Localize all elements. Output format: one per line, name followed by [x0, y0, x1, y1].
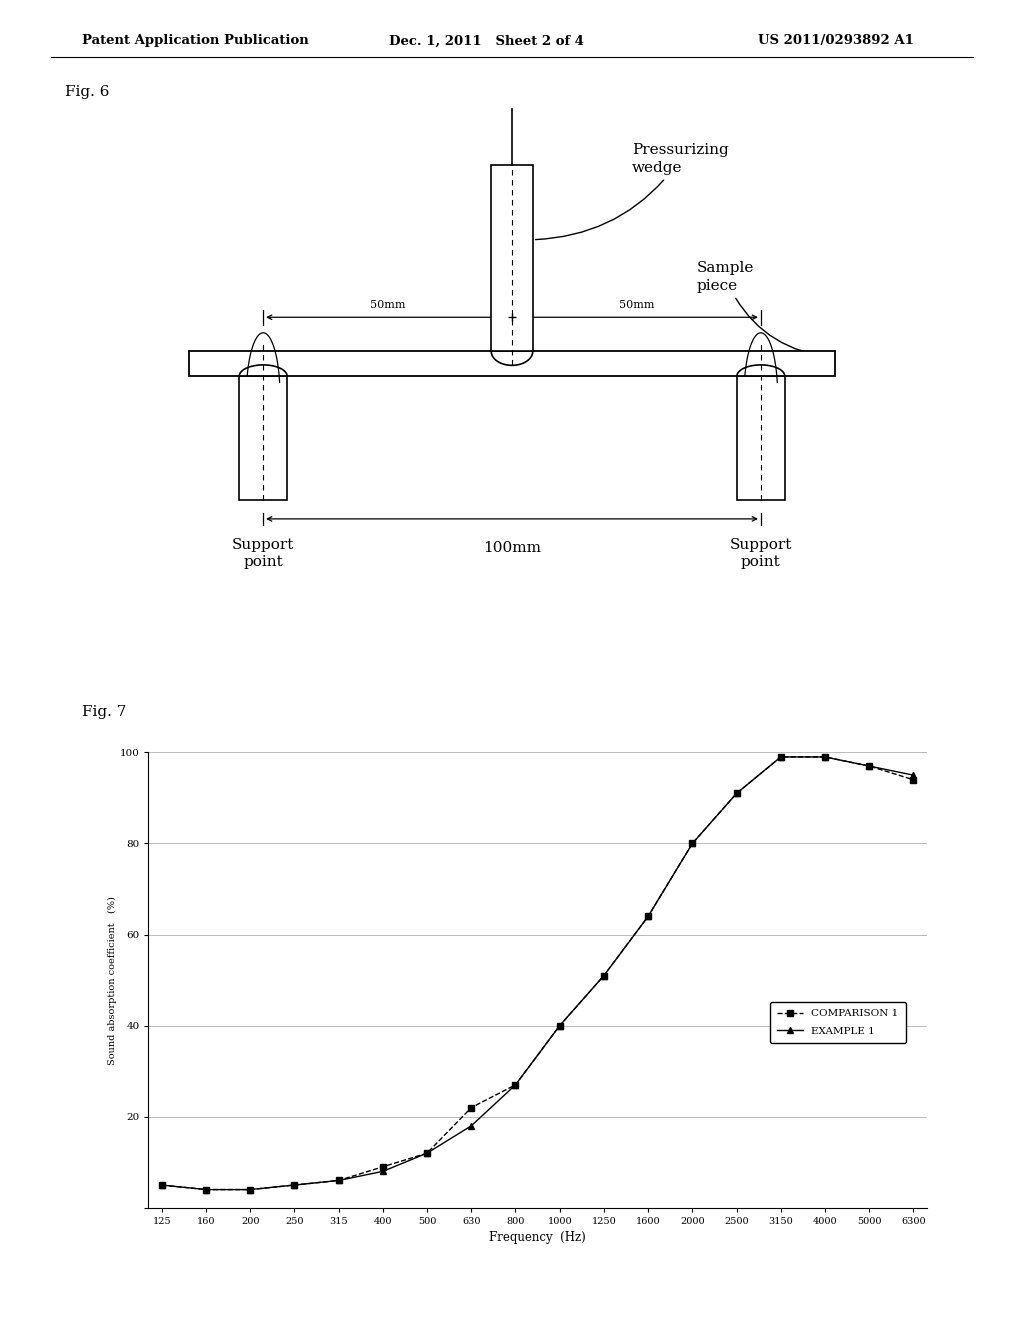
Text: Dec. 1, 2011   Sheet 2 of 4: Dec. 1, 2011 Sheet 2 of 4 — [389, 34, 584, 48]
Legend: COMPARISON 1, EXAMPLE 1: COMPARISON 1, EXAMPLE 1 — [770, 1002, 906, 1043]
COMPARISON 1 — [863, 758, 876, 774]
COMPARISON 1 — [774, 748, 786, 764]
EXAMPLE 1 — [377, 1163, 389, 1179]
COMPARISON 1 — [819, 748, 831, 764]
EXAMPLE 1 — [642, 908, 654, 924]
EXAMPLE 1 — [907, 767, 920, 783]
EXAMPLE 1 — [554, 1018, 566, 1034]
COMPARISON 1 — [377, 1159, 389, 1175]
Text: Fig. 7: Fig. 7 — [82, 705, 126, 719]
Line: EXAMPLE 1: EXAMPLE 1 — [159, 754, 916, 1192]
COMPARISON 1 — [554, 1018, 566, 1034]
Bar — [737, 376, 784, 500]
Text: Patent Application Publication: Patent Application Publication — [82, 34, 308, 48]
EXAMPLE 1 — [686, 836, 698, 851]
EXAMPLE 1 — [156, 1177, 168, 1193]
Text: 50mm: 50mm — [618, 300, 654, 310]
EXAMPLE 1 — [730, 785, 742, 801]
Text: 50mm: 50mm — [370, 300, 406, 310]
COMPARISON 1 — [642, 908, 654, 924]
EXAMPLE 1 — [200, 1181, 212, 1197]
COMPARISON 1 — [289, 1177, 301, 1193]
Text: US 2011/0293892 A1: US 2011/0293892 A1 — [758, 34, 913, 48]
Text: 100mm: 100mm — [483, 541, 541, 554]
COMPARISON 1 — [598, 968, 610, 983]
EXAMPLE 1 — [774, 748, 786, 764]
EXAMPLE 1 — [465, 1118, 477, 1134]
Bar — [189, 351, 835, 376]
COMPARISON 1 — [244, 1181, 256, 1197]
COMPARISON 1 — [730, 785, 742, 801]
Bar — [492, 165, 532, 351]
EXAMPLE 1 — [333, 1172, 345, 1188]
COMPARISON 1 — [421, 1146, 433, 1162]
EXAMPLE 1 — [421, 1146, 433, 1162]
EXAMPLE 1 — [289, 1177, 301, 1193]
COMPARISON 1 — [465, 1100, 477, 1115]
COMPARISON 1 — [509, 1077, 521, 1093]
Y-axis label: Sound absorption coefficient   (%): Sound absorption coefficient (%) — [108, 896, 117, 1064]
EXAMPLE 1 — [244, 1181, 256, 1197]
Text: Fig. 6: Fig. 6 — [66, 84, 110, 99]
Text: Support
point: Support point — [730, 537, 792, 569]
Text: Support
point: Support point — [232, 537, 294, 569]
COMPARISON 1 — [333, 1172, 345, 1188]
Bar — [240, 376, 287, 500]
COMPARISON 1 — [907, 772, 920, 788]
EXAMPLE 1 — [863, 758, 876, 774]
Text: Pressurizing
wedge: Pressurizing wedge — [536, 143, 728, 240]
EXAMPLE 1 — [509, 1077, 521, 1093]
EXAMPLE 1 — [819, 748, 831, 764]
COMPARISON 1 — [200, 1181, 212, 1197]
X-axis label: Frequency  (Hz): Frequency (Hz) — [489, 1232, 586, 1245]
COMPARISON 1 — [156, 1177, 168, 1193]
Text: Sample
piece: Sample piece — [696, 261, 831, 358]
EXAMPLE 1 — [598, 968, 610, 983]
Line: COMPARISON 1: COMPARISON 1 — [159, 754, 916, 1192]
COMPARISON 1 — [686, 836, 698, 851]
